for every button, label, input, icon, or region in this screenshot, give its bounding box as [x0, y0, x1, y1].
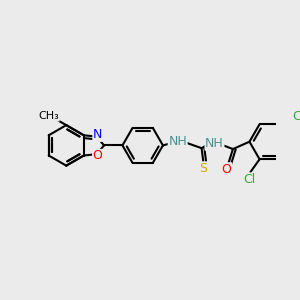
Text: S: S	[200, 162, 207, 175]
Text: O: O	[221, 163, 231, 176]
Text: Cl: Cl	[292, 110, 300, 123]
Text: O: O	[93, 149, 103, 163]
Text: N: N	[93, 128, 102, 141]
Text: CH₃: CH₃	[38, 111, 59, 121]
Text: NH: NH	[205, 137, 224, 150]
Text: NH: NH	[168, 135, 187, 148]
Text: Cl: Cl	[243, 173, 256, 186]
